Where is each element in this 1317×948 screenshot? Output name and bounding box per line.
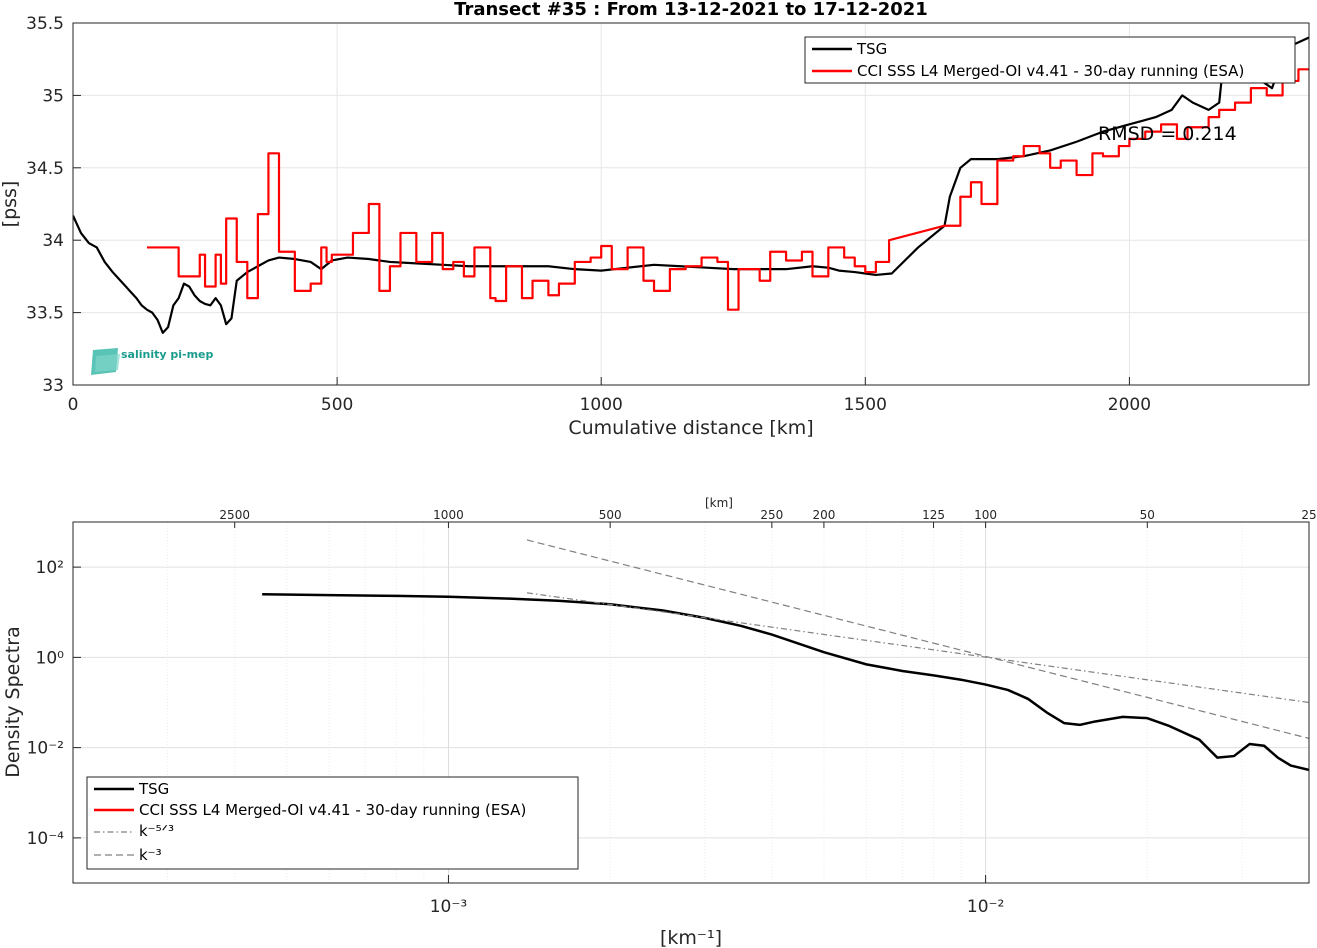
bottom-legend-label-tsg: TSG — [138, 780, 169, 798]
salinity-pi-mep-logo: salinity pi-mep — [91, 348, 214, 375]
bottom-y-tick-label: 10⁻⁴ — [27, 829, 65, 849]
top-plot-frame — [72, 22, 1310, 386]
top-km-tick-label: 2500 — [219, 508, 250, 522]
rmsd-annotation: RMSD = 0.214 — [1098, 123, 1237, 145]
bottom-y-tick-label: 10⁰ — [36, 648, 65, 668]
top-km-axis-label: [km] — [705, 496, 733, 510]
bottom-x-tick-label: 10⁻² — [967, 897, 1004, 917]
top-km-tick-label: 200 — [812, 508, 835, 522]
bottom-x-axis-label: [km⁻¹] — [660, 927, 722, 948]
top-y-tick-label: 34 — [42, 231, 64, 251]
top-y-tick-label: 35.5 — [26, 14, 64, 34]
top-series-line-1 — [146, 68, 1309, 311]
bottom-ticks: 10⁻⁴ 10⁻² 10⁰ 10² 10⁻³ 10⁻² 2500 1000 500 250 200 1… — [27, 508, 1317, 917]
top-x-tick-label: 0 — [68, 395, 79, 415]
bottom-series-line-0 — [262, 593, 1309, 772]
bottom-plot-frame — [72, 521, 1310, 884]
top-y-tick-label: 33 — [42, 376, 64, 396]
top-km-tick-label: 500 — [599, 508, 622, 522]
top-legend-label-tsg: TSG — [856, 40, 887, 58]
top-legend-box — [804, 36, 1296, 84]
top-x-tick-label: 1500 — [844, 395, 887, 415]
top-y-tick-label: 35 — [42, 86, 64, 106]
density-spectra-chart: 10⁻⁴ 10⁻² 10⁰ 10² 10⁻³ 10⁻² 2500 1000 500 250 200 1… — [2, 496, 1317, 948]
top-y-tick-label: 33.5 — [26, 304, 64, 324]
top-km-tick-label: 50 — [1140, 508, 1155, 522]
top-series-group — [73, 36, 1309, 334]
bottom-series-group — [262, 539, 1309, 772]
bottom-legend-label-k3: k⁻³ — [139, 846, 162, 864]
bottom-y-tick-label: 10² — [36, 558, 64, 578]
bottom-legend-box — [86, 776, 579, 870]
bottom-y-tick-label: 10⁻² — [27, 739, 64, 759]
top-x-tick-label: 1000 — [580, 395, 623, 415]
bottom-series-line-3 — [526, 539, 1309, 739]
top-km-tick-label: 25 — [1301, 508, 1316, 522]
bottom-series-line-2 — [526, 592, 1309, 704]
top-chart-title: Transect #35 : From 13-12-2021 to 17-12-… — [454, 0, 928, 20]
top-x-tick-label: 500 — [321, 395, 353, 415]
top-series-line-0 — [73, 36, 1309, 334]
bottom-legend-label-k53: k⁻⁵ᐟ³ — [139, 822, 174, 840]
top-ticks: 0 500 1000 1500 2000 33 33.5 34 34.5 35 35.5 — [26, 14, 1151, 415]
top-km-tick-label: 1000 — [433, 508, 464, 522]
top-y-axis-label: [pss] — [0, 181, 21, 228]
salinity-transect-chart: 0 500 1000 1500 2000 33 33.5 34 34.5 35 35.5 Trans… — [0, 0, 1310, 439]
bottom-x-tick-label: 10⁻³ — [430, 897, 467, 917]
top-legend: TSG CCI SSS L4 Merged-OI v4.41 - 30-day … — [804, 36, 1296, 84]
top-x-axis-label: Cumulative distance [km] — [568, 417, 813, 439]
bottom-legend-label-cci: CCI SSS L4 Merged-OI v4.41 - 30-day runn… — [139, 801, 526, 819]
top-y-tick-label: 34.5 — [26, 159, 64, 179]
top-legend-label-cci: CCI SSS L4 Merged-OI v4.41 - 30-day runn… — [857, 62, 1244, 80]
bottom-y-axis-label: Density Spectra — [2, 626, 24, 777]
top-km-tick-label: 125 — [922, 508, 945, 522]
top-km-tick-label: 250 — [760, 508, 783, 522]
top-x-tick-label: 2000 — [1108, 395, 1151, 415]
top-km-tick-label: 100 — [974, 508, 997, 522]
bottom-legend: TSG CCI SSS L4 Merged-OI v4.41 - 30-day … — [86, 776, 579, 870]
logo-text: salinity pi-mep — [121, 348, 214, 361]
